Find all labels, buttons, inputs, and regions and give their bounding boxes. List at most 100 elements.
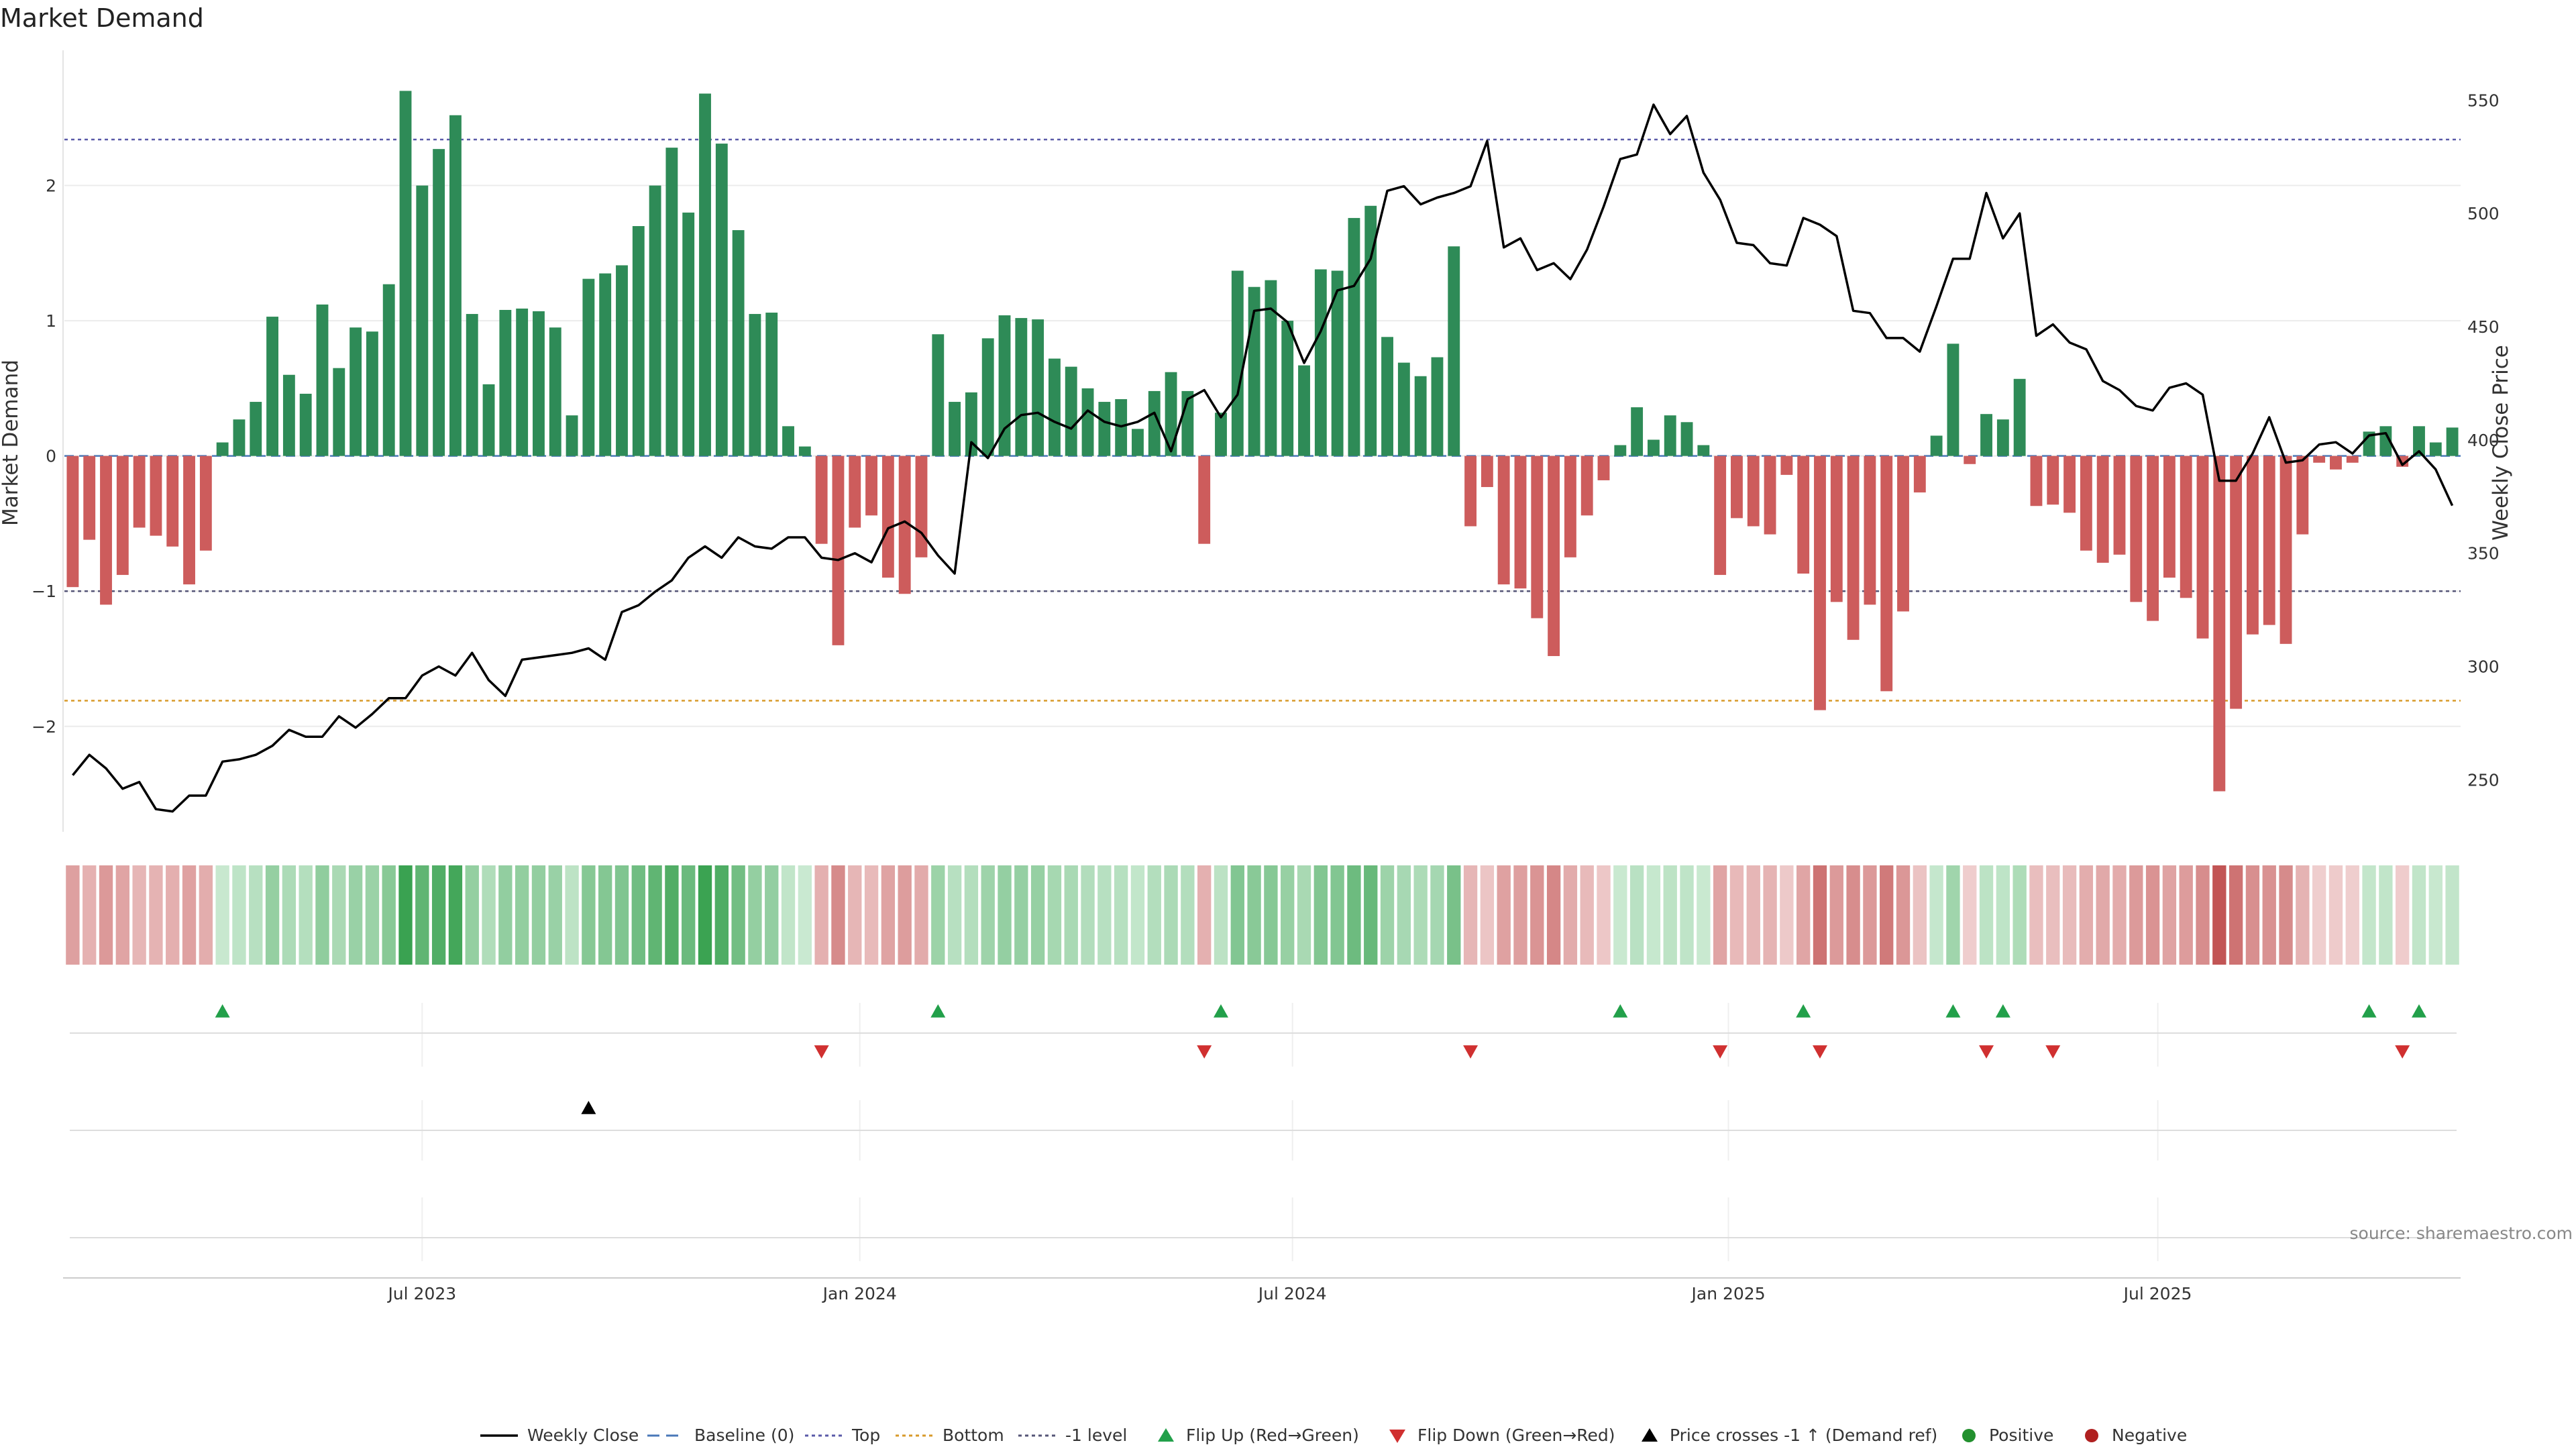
flip-down-marker [814, 1045, 829, 1059]
heat-cell [1896, 865, 1911, 965]
demand-bar [116, 455, 129, 576]
heat-cell [232, 865, 246, 965]
flip-down-marker [2395, 1045, 2410, 1059]
chart-title: Market Demand [0, 3, 204, 33]
heat-cell [1480, 865, 1495, 965]
heat-cell [998, 865, 1012, 965]
heat-cell [798, 865, 812, 965]
demand-bar [749, 314, 761, 456]
heat-cell [1447, 865, 1461, 965]
heat-cell [1979, 865, 1994, 965]
legend-label: Positive [1989, 1426, 2053, 1445]
heat-cell [398, 865, 413, 965]
demand-bar [516, 308, 529, 456]
heat-cell [864, 865, 879, 965]
demand-bar [1032, 319, 1044, 456]
flip-up-marker [1995, 1004, 2010, 1018]
heat-cell [682, 865, 696, 965]
legend-label: Bottom [943, 1426, 1004, 1445]
demand-bar [1148, 390, 1161, 456]
heat-cell [2445, 865, 2459, 965]
heat-cell [1763, 865, 1777, 965]
demand-bar [399, 91, 412, 456]
demand-bar [1414, 376, 1427, 456]
demand-bar [898, 455, 911, 594]
heat-cell [914, 865, 928, 965]
demand-bar [166, 455, 179, 547]
right-tick-label: 300 [2467, 657, 2500, 676]
right-tick-label: 450 [2467, 317, 2500, 337]
demand-bars [66, 91, 2459, 792]
heat-cell [1780, 865, 1794, 965]
demand-bar [466, 314, 478, 456]
heat-cell [1580, 865, 1594, 965]
right-tick-label: 350 [2467, 544, 2500, 564]
demand-bar [1098, 402, 1111, 456]
demand-bar [2113, 455, 2126, 555]
demand-bar [2047, 455, 2059, 505]
heat-cell [2196, 865, 2210, 965]
x-tick-label: Jul 2023 [386, 1284, 456, 1303]
weekly-close-line-path [72, 103, 2454, 813]
heat-cell [1863, 865, 1877, 965]
demand-bar [2247, 455, 2259, 635]
demand-bar [1431, 357, 1444, 456]
heat-cell [1364, 865, 1378, 965]
heat-cell [1030, 865, 1045, 965]
heat-cell [648, 865, 662, 965]
heat-cell [1629, 865, 1644, 965]
heat-cell [1946, 865, 1960, 965]
heat-cell [215, 865, 229, 965]
axes: −2 −1 0 1 2 250 300 350 400 450 500 550 Jul 2023 Jan … [32, 50, 2500, 1303]
heat-cell [332, 865, 346, 965]
flip-down-marker [1812, 1045, 1827, 1059]
heat-cell [315, 865, 329, 965]
heat-cell [2229, 865, 2243, 965]
heat-cell [848, 865, 862, 965]
heat-cell [2062, 865, 2077, 965]
flip-up-marker [1796, 1004, 1811, 1018]
demand-bar [533, 311, 545, 456]
heat-cell [2312, 865, 2326, 965]
demand-bar [1132, 429, 1144, 456]
demand-bar [1564, 455, 1576, 557]
heat-cell [2079, 865, 2094, 965]
demand-bar [482, 384, 495, 456]
heat-cell [531, 865, 546, 965]
demand-bar [433, 149, 445, 456]
demand-bar [849, 455, 861, 528]
heat-cell [2262, 865, 2276, 965]
heat-cell [1064, 865, 1078, 965]
heat-cell [115, 865, 129, 965]
demand-bar [1764, 455, 1776, 535]
demand-bar [1348, 217, 1360, 456]
demand-bar [1731, 455, 1743, 519]
heat-cell [831, 865, 845, 965]
demand-bar [250, 402, 262, 456]
flip-up-marker [1213, 1004, 1228, 1018]
demand-bar [965, 392, 977, 456]
heat-cell [2362, 865, 2376, 965]
heat-cell [1181, 865, 1195, 965]
demand-bar [2147, 455, 2159, 621]
demand-bar [449, 115, 462, 456]
demand-bar [1381, 337, 1393, 456]
demand-bar [2030, 455, 2043, 506]
demand-bar [998, 315, 1011, 456]
demand-bar [2330, 455, 2342, 470]
demand-bar [1065, 366, 1077, 456]
heat-cell [781, 865, 796, 965]
demand-bar [1964, 455, 1976, 464]
heat-cell [1796, 865, 1811, 965]
demand-bar [1864, 455, 1876, 605]
heat-cell [431, 865, 446, 965]
legend: Weekly Close Baseline (0) Top Bottom -1 leve… [480, 1426, 2187, 1445]
demand-bar [1996, 419, 2009, 456]
legend-swatch [1389, 1430, 1405, 1443]
demand-bar [1614, 445, 1627, 456]
heat-cell [2296, 865, 2310, 965]
demand-bar [333, 368, 345, 456]
flip-down-marker [1979, 1045, 1994, 1059]
demand-bar [949, 402, 961, 456]
